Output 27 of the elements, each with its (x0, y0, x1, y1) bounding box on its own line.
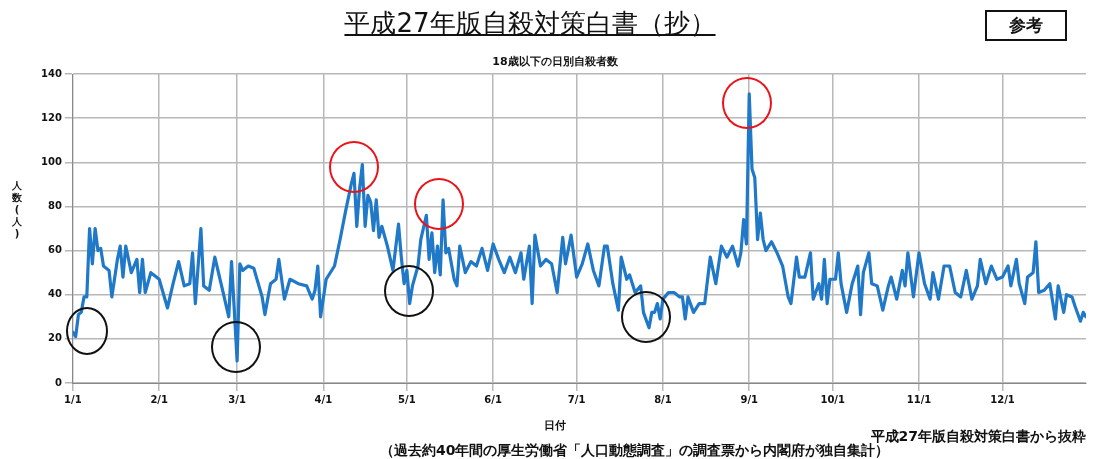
y-axis-title: 人数(人) (12, 180, 22, 240)
chart-title: 平成27年版自殺対策白書（抄） (344, 8, 716, 38)
y-tick-label: 0 (54, 376, 62, 388)
x-tick-label: 5/1 (398, 393, 416, 405)
text: 平成27年版自殺対策白書から抜粋 (870, 428, 1086, 444)
text: （過去約40年間の厚生労働省「人口動態調査」の調査票から内閣府が独自集計） (380, 442, 890, 459)
y-tick-label: 40 (47, 288, 62, 300)
y-tick-label: 120 (41, 111, 62, 123)
x-tick-label: 6/1 (484, 393, 502, 405)
x-tick-label: 4/1 (314, 393, 333, 405)
x-tick-label: 7/1 (567, 393, 586, 405)
text: 参考 (985, 10, 1067, 41)
y-tick-label: 140 (41, 67, 62, 79)
x-axis-title: 日付 (544, 419, 566, 432)
x-tick-label: 1/1 (64, 393, 82, 405)
x-tick-label: 11/1 (906, 393, 932, 405)
y-tick-label: 60 (47, 244, 62, 256)
y-tick-label: 100 (41, 155, 62, 167)
x-tick-label: 2/1 (150, 393, 168, 405)
y-tick-label: 20 (47, 332, 62, 344)
x-tick-label: 3/1 (228, 393, 246, 405)
x-tick-label: 10/1 (820, 393, 846, 405)
x-tick-label: 8/1 (654, 393, 672, 405)
x-tick-label: 9/1 (740, 393, 759, 405)
x-tick-label: 12/1 (990, 393, 1015, 405)
chart-subtitle: 18歳以下の日別自殺者数 (491, 54, 619, 69)
y-tick-label: 80 (47, 200, 62, 212)
